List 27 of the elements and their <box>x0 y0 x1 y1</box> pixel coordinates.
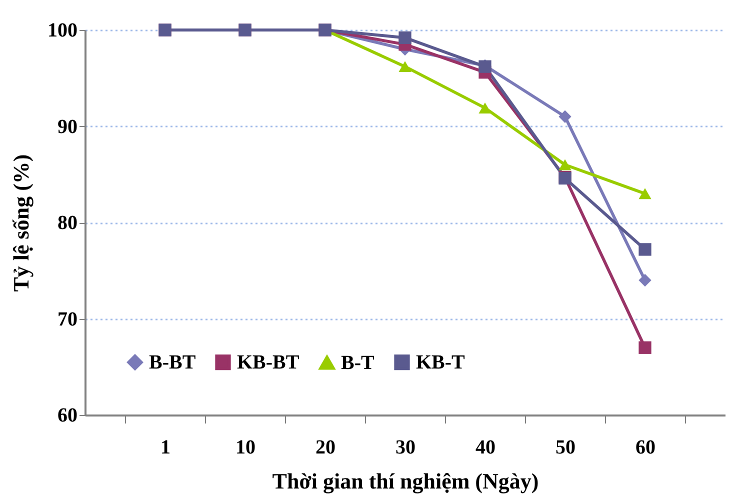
y-tick-label: 90 <box>58 116 78 138</box>
x-tick-label: 10 <box>236 436 256 458</box>
x-tick-label: 40 <box>476 436 496 458</box>
point <box>398 31 412 44</box>
legend-label: B-T <box>341 352 375 374</box>
x-tick-label: 50 <box>556 436 576 458</box>
legend-label: KB-T <box>416 351 466 374</box>
point <box>558 110 572 123</box>
legend-label: B-BT <box>149 351 196 374</box>
x-tick-label: 60 <box>636 436 656 458</box>
legend-label: KB-BT <box>237 351 300 374</box>
x-tick-label: 1 <box>160 436 170 458</box>
y-tick-label: 100 <box>48 20 78 42</box>
x-axis-title: Thời gian thí nghiệm (Ngày) <box>272 468 539 494</box>
point <box>398 61 412 72</box>
point <box>638 188 652 200</box>
y-tick-label: 80 <box>58 212 78 234</box>
point <box>638 243 652 256</box>
x-tick-label: 30 <box>396 436 416 458</box>
point <box>558 159 572 170</box>
point <box>638 274 652 287</box>
point <box>638 341 652 354</box>
y-tick-label: 70 <box>58 308 78 330</box>
y-tick-label: 60 <box>58 404 78 426</box>
point <box>478 102 492 114</box>
y-axis-title: Tỷ lệ sống (%) <box>8 154 34 292</box>
x-tick-label: 20 <box>316 436 336 458</box>
